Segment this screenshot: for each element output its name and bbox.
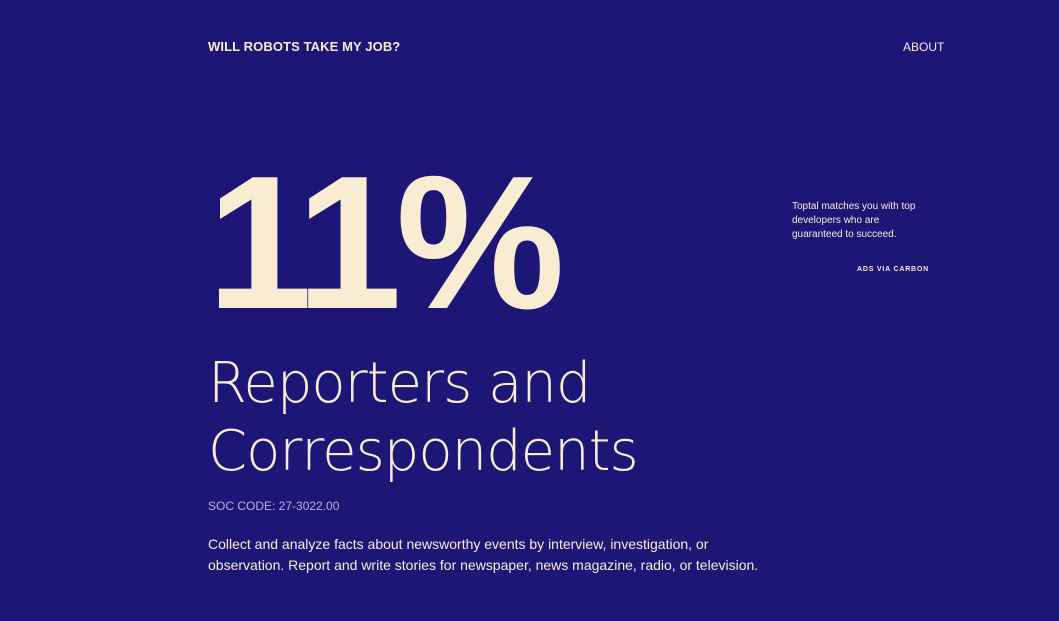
site-title-link[interactable]: WILL ROBOTS TAKE MY JOB?: [208, 39, 401, 54]
ad-text-link[interactable]: Toptal matches you with top developers w…: [792, 201, 916, 240]
nav-about-link[interactable]: ABOUT: [903, 40, 945, 54]
ads-via-carbon-link[interactable]: ADS VIA CARBON: [857, 266, 929, 273]
job-description: Collect and analyze facts about newswort…: [208, 536, 759, 573]
carbon-ad: Toptal matches you with top developers w…: [792, 200, 932, 273]
soc-code: SOC CODE: 27-3022.00: [208, 499, 340, 513]
job-title: Reporters and Correspondents: [208, 351, 639, 484]
automation-risk-percent: 11%: [207, 137, 565, 349]
